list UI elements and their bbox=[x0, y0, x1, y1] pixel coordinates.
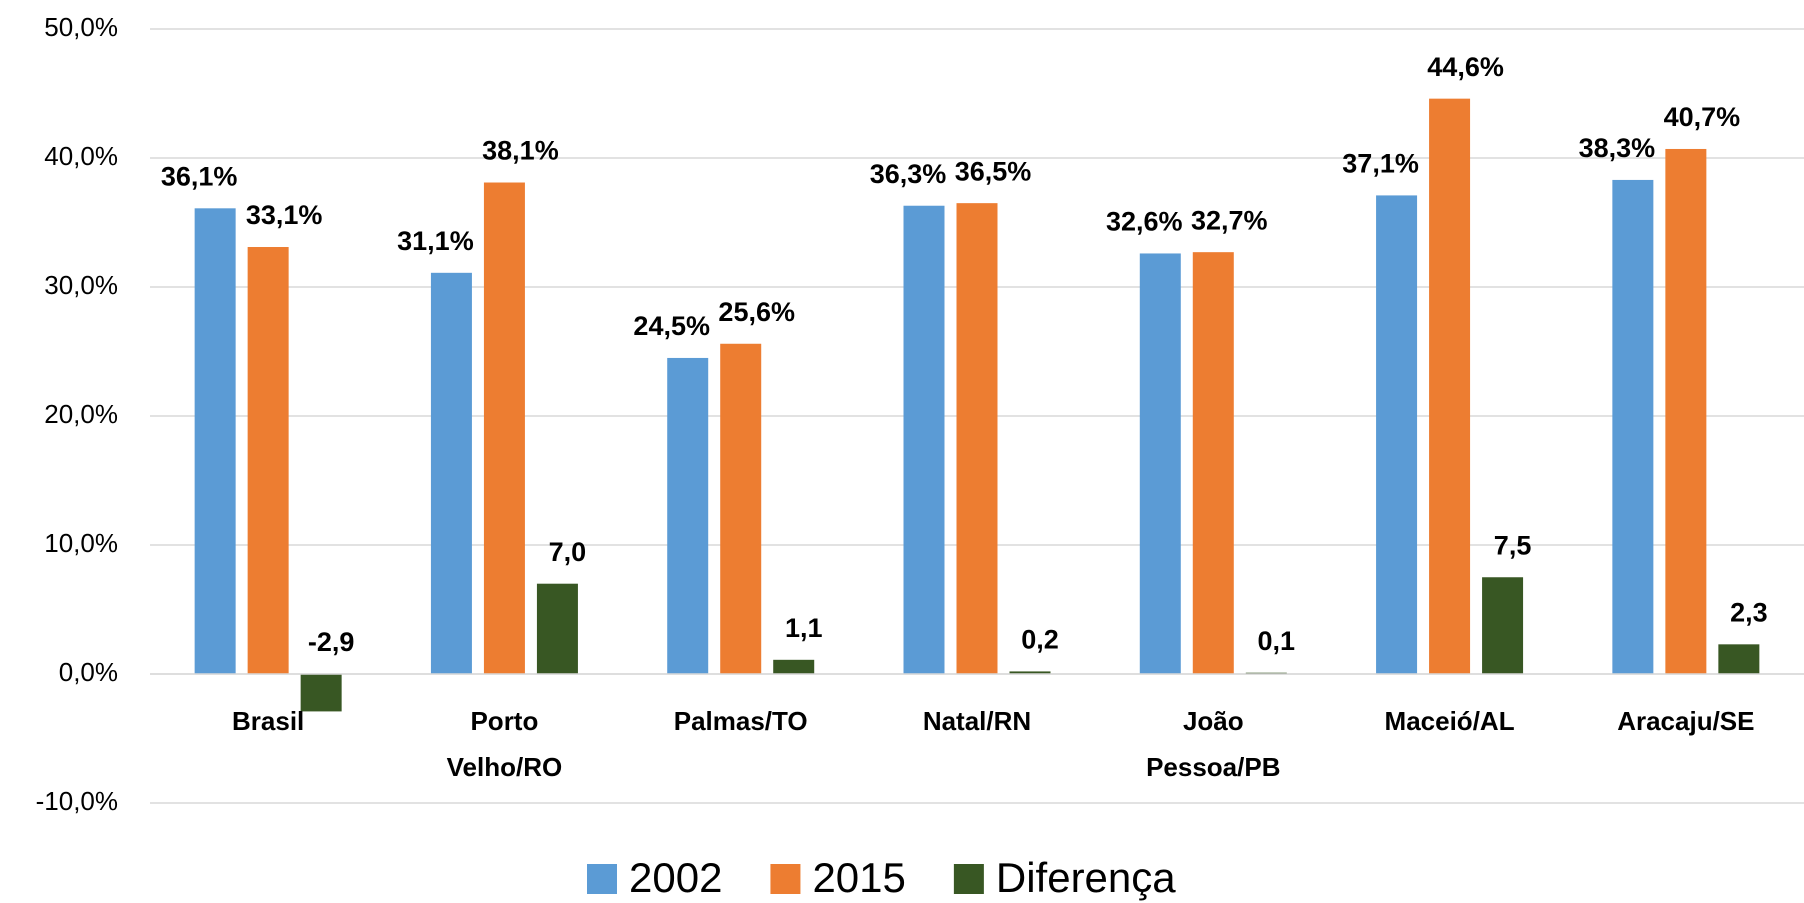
y-tick-label: -10,0% bbox=[36, 786, 118, 816]
legend-label: Diferença bbox=[996, 854, 1176, 901]
bar bbox=[1665, 148, 1707, 675]
bar bbox=[773, 659, 815, 674]
data-label: 24,5% bbox=[633, 311, 710, 341]
x-tick-label: Natal/RN bbox=[923, 706, 1031, 736]
y-tick-label: 40,0% bbox=[44, 141, 118, 171]
bar bbox=[247, 247, 289, 674]
data-label: 36,1% bbox=[161, 161, 238, 191]
data-label: 38,3% bbox=[1579, 133, 1656, 163]
data-label: 2,3 bbox=[1730, 597, 1768, 627]
bar bbox=[430, 272, 472, 674]
bar bbox=[1009, 671, 1051, 674]
data-label: 7,0 bbox=[549, 537, 587, 567]
legend-swatch bbox=[953, 864, 984, 894]
bar bbox=[1429, 98, 1471, 674]
bar bbox=[536, 583, 578, 674]
bar bbox=[1376, 195, 1418, 674]
y-tick-label: 10,0% bbox=[44, 528, 118, 558]
bar bbox=[720, 343, 762, 674]
y-tick-label: 30,0% bbox=[44, 270, 118, 300]
y-tick-label: 20,0% bbox=[44, 399, 118, 429]
bar bbox=[483, 182, 525, 674]
bar bbox=[903, 205, 945, 675]
x-tick-label: Maceió/AL bbox=[1385, 706, 1515, 736]
x-tick-label: Aracaju/SE bbox=[1617, 706, 1754, 736]
bar bbox=[1612, 179, 1654, 674]
data-label: 38,1% bbox=[482, 136, 559, 166]
data-label: 36,5% bbox=[955, 156, 1032, 186]
data-label: 32,7% bbox=[1191, 205, 1268, 235]
data-label: 32,6% bbox=[1106, 207, 1183, 237]
data-label: 0,1 bbox=[1258, 626, 1296, 656]
bar bbox=[1482, 577, 1524, 674]
x-tick-label: Palmas/TO bbox=[674, 706, 808, 736]
data-label: 36,3% bbox=[870, 159, 947, 189]
data-label: 0,2 bbox=[1021, 625, 1059, 655]
x-tick-label: Porto Velho/RO bbox=[447, 706, 563, 782]
bar bbox=[667, 357, 709, 674]
bar bbox=[1192, 252, 1234, 675]
y-tick-label: 50,0% bbox=[44, 12, 118, 42]
legend-label: 2015 bbox=[812, 854, 905, 901]
data-label: 7,5 bbox=[1494, 530, 1532, 560]
data-label: 25,6% bbox=[718, 297, 795, 327]
data-label: 33,1% bbox=[246, 200, 323, 230]
bar bbox=[300, 674, 342, 712]
x-tick-label: João Pessoa/PB bbox=[1146, 706, 1280, 782]
bar bbox=[956, 203, 998, 674]
bar bbox=[1718, 644, 1760, 674]
data-label: 37,1% bbox=[1342, 149, 1419, 179]
bar bbox=[194, 208, 236, 674]
data-label: 31,1% bbox=[397, 226, 474, 256]
data-label: 44,6% bbox=[1427, 52, 1504, 82]
bar bbox=[1139, 253, 1181, 674]
data-label: -2,9 bbox=[308, 627, 355, 657]
legend-swatch bbox=[770, 864, 801, 894]
data-label: 40,7% bbox=[1664, 102, 1741, 132]
y-tick-label: 0,0% bbox=[59, 657, 118, 687]
x-tick-label: Brasil bbox=[232, 706, 304, 736]
data-label: 1,1 bbox=[785, 613, 823, 643]
legend-label: 2002 bbox=[629, 854, 722, 901]
legend-swatch bbox=[587, 864, 617, 894]
